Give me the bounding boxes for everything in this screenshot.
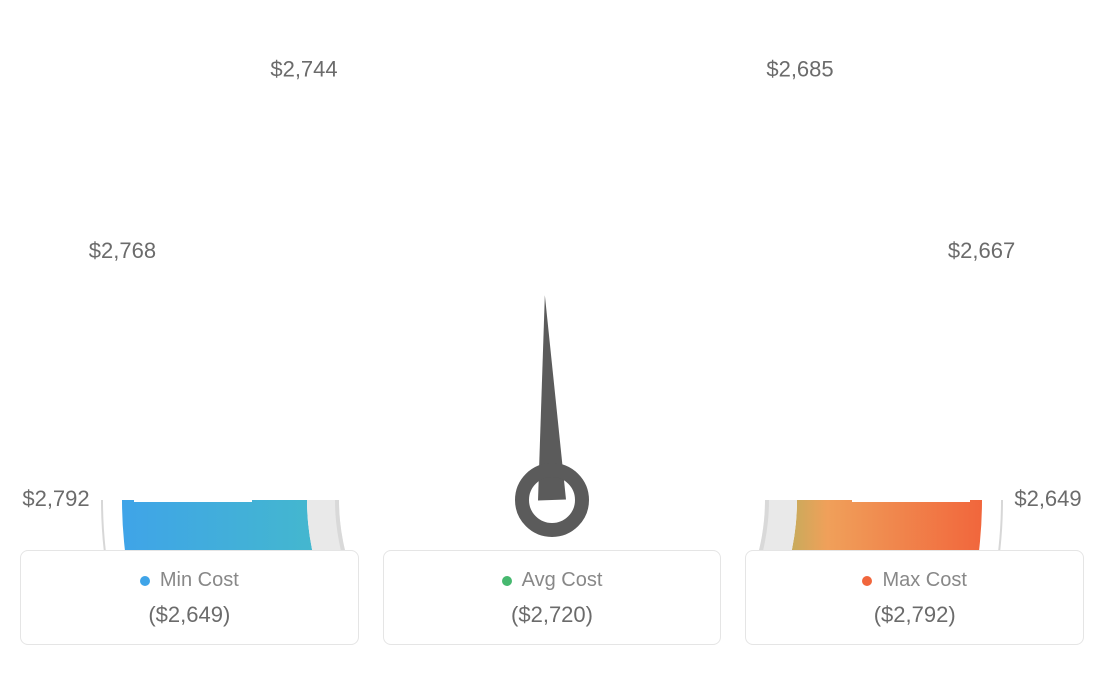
- min-cost-value: ($2,649): [31, 602, 348, 628]
- max-cost-card: Max Cost ($2,792): [745, 550, 1084, 645]
- min-cost-head: Min Cost: [31, 569, 348, 592]
- svg-text:$2,649: $2,649: [1014, 486, 1081, 511]
- gauge-chart: $2,649$2,667$2,685$2,720$2,744$2,768$2,7…: [20, 20, 1084, 550]
- svg-text:$2,667: $2,667: [948, 238, 1015, 263]
- svg-text:$2,792: $2,792: [22, 486, 89, 511]
- min-cost-label: Min Cost: [160, 569, 239, 592]
- avg-cost-value: ($2,720): [394, 602, 711, 628]
- svg-text:$2,744: $2,744: [270, 56, 337, 81]
- min-dot-icon: [140, 576, 150, 586]
- avg-cost-head: Avg Cost: [394, 569, 711, 592]
- max-cost-head: Max Cost: [756, 569, 1073, 592]
- max-cost-value: ($2,792): [756, 602, 1073, 628]
- cost-cards-row: Min Cost ($2,649) Avg Cost ($2,720) Max …: [20, 550, 1084, 645]
- svg-text:$2,768: $2,768: [89, 238, 156, 263]
- svg-text:$2,685: $2,685: [766, 56, 833, 81]
- avg-dot-icon: [502, 576, 512, 586]
- max-dot-icon: [862, 576, 872, 586]
- avg-cost-label: Avg Cost: [522, 569, 603, 592]
- max-cost-label: Max Cost: [882, 569, 966, 592]
- gauge-svg: $2,649$2,667$2,685$2,720$2,744$2,768$2,7…: [20, 20, 1084, 550]
- avg-cost-card: Avg Cost ($2,720): [383, 550, 722, 645]
- min-cost-card: Min Cost ($2,649): [20, 550, 359, 645]
